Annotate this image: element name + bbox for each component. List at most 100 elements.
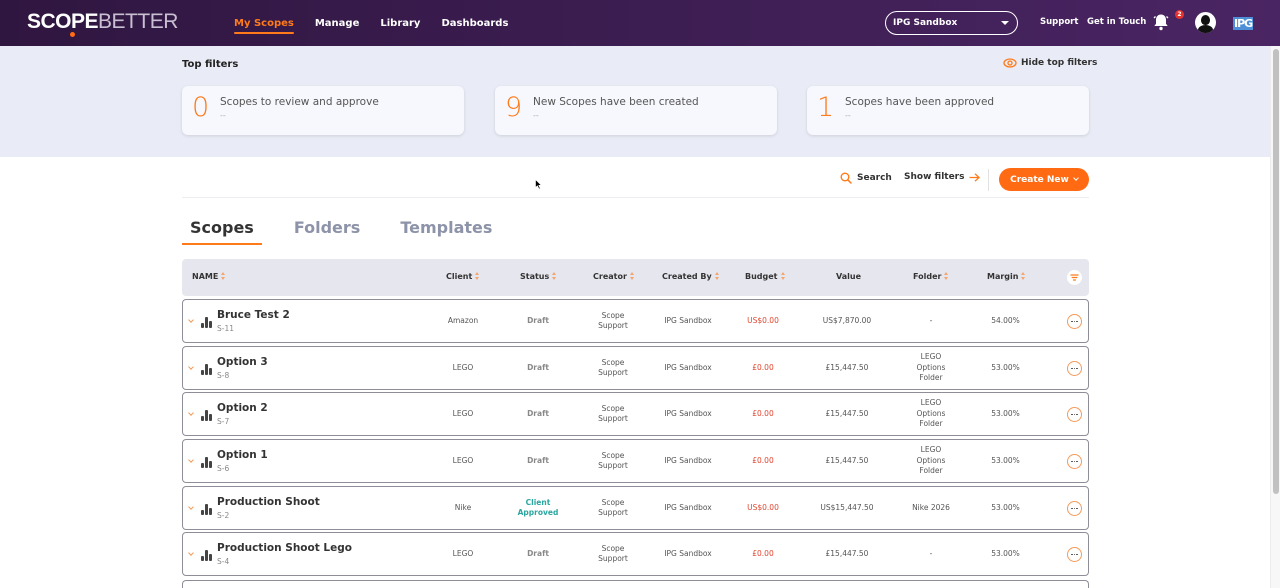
support-link[interactable]: Support	[1040, 17, 1079, 27]
created-by-cell: IPG Sandbox	[664, 315, 712, 325]
more-options-button[interactable]	[1067, 407, 1082, 422]
creator-cell: Scope Support	[598, 497, 628, 518]
creator-cell: Scope Support	[598, 310, 628, 331]
chart-bars-icon	[201, 410, 213, 421]
budget-cell: £0.00	[752, 408, 774, 418]
column-header-client[interactable]: Client	[446, 272, 480, 281]
main-nav: My Scopes Manage Library Dashboards	[234, 0, 508, 46]
expand-chevron-icon[interactable]	[188, 457, 194, 463]
sort-icon	[780, 272, 786, 280]
table-row-partial[interactable]	[182, 580, 1089, 588]
scope-name[interactable]: Production Shoot Lego	[217, 542, 352, 554]
status-badge: Client Approved	[517, 497, 559, 518]
sort-icon	[629, 272, 635, 280]
bell-icon[interactable]	[1153, 13, 1169, 31]
hide-top-filters-button[interactable]: Hide top filters	[1003, 58, 1097, 68]
more-options-button[interactable]	[1067, 361, 1082, 376]
filter-card-approved[interactable]: 1 Scopes have been approved --	[807, 86, 1089, 135]
table-row[interactable]: Option 3 S-8 LEGO Draft Scope Support IP…	[182, 346, 1089, 390]
scope-name[interactable]: Option 2	[217, 402, 268, 414]
client-cell: LEGO	[452, 548, 474, 558]
client-cell: LEGO	[452, 455, 474, 465]
scopebetter-logo[interactable]: SCOPEBETTER	[27, 10, 178, 37]
chart-bars-icon	[201, 550, 213, 561]
filter-card-review[interactable]: 0 Scopes to review and approve --	[182, 86, 464, 135]
table-row[interactable]: Option 1 S-6 LEGO Draft Scope Support IP…	[182, 439, 1089, 483]
tab-scopes[interactable]: Scopes	[182, 212, 262, 245]
creator-cell: Scope Support	[598, 543, 628, 564]
more-options-button[interactable]	[1067, 501, 1082, 516]
created-by-cell: IPG Sandbox	[664, 502, 712, 512]
ipg-brand-logo: IPG	[1233, 17, 1253, 30]
get-in-touch-link[interactable]: Get in Touch	[1087, 17, 1147, 27]
chart-bars-icon	[201, 504, 213, 515]
scope-code: S-7	[217, 417, 230, 426]
folder-cell: Nike 2026	[912, 502, 950, 512]
filter-card-new[interactable]: 9 New Scopes have been created --	[495, 86, 777, 135]
page-scrollbar[interactable]	[1270, 46, 1280, 588]
nav-manage[interactable]: Manage	[314, 17, 360, 29]
search-button[interactable]: Search	[840, 172, 892, 184]
sort-icon	[714, 272, 720, 280]
creator-cell: Scope Support	[598, 450, 628, 471]
scrollbar-thumb[interactable]	[1273, 49, 1279, 494]
scope-code: S-4	[217, 557, 230, 566]
creator-cell: Scope Support	[598, 403, 628, 424]
chart-bars-icon	[201, 364, 213, 375]
action-bar: Search Show filters Create New	[182, 165, 1089, 198]
column-header-budget[interactable]: Budget	[745, 272, 786, 281]
nav-dashboards[interactable]: Dashboards	[441, 17, 509, 29]
column-header-status[interactable]: Status	[520, 272, 557, 281]
value-cell: £15,447.50	[825, 362, 869, 372]
column-header-creator[interactable]: Creator	[593, 272, 635, 281]
create-new-button[interactable]: Create New	[999, 168, 1089, 191]
client-cell: LEGO	[452, 408, 474, 418]
column-filter-button[interactable]	[1067, 270, 1082, 285]
nav-my-scopes[interactable]: My Scopes	[234, 0, 294, 46]
scope-name[interactable]: Bruce Test 2	[217, 309, 290, 321]
expand-chevron-icon[interactable]	[188, 504, 194, 510]
filter-icon	[1070, 274, 1079, 281]
table-row[interactable]: Bruce Test 2 S-11 Amazon Draft Scope Sup…	[182, 299, 1089, 343]
value-cell: US$7,870.00	[822, 315, 872, 325]
folder-cell: -	[929, 548, 933, 558]
top-navbar: SCOPEBETTER My Scopes Manage Library Das…	[0, 0, 1280, 46]
scope-name[interactable]: Production Shoot	[217, 496, 320, 508]
nav-library[interactable]: Library	[380, 17, 421, 29]
user-avatar[interactable]	[1195, 12, 1216, 33]
organization-select[interactable]: IPG Sandbox	[885, 11, 1018, 35]
scope-name[interactable]: Option 1	[217, 449, 268, 461]
status-badge: Draft	[527, 362, 549, 372]
table-row[interactable]: Production Shoot S-2 Nike Client Approve…	[182, 486, 1089, 530]
expand-chevron-icon[interactable]	[188, 364, 194, 370]
logo-dot-icon	[70, 32, 75, 37]
sort-icon	[552, 272, 557, 280]
column-header-margin[interactable]: Margin	[987, 272, 1026, 281]
scope-code: S-8	[217, 371, 230, 380]
arrow-right-icon	[969, 172, 981, 182]
value-cell: £15,447.50	[825, 548, 869, 558]
tab-templates[interactable]: Templates	[400, 218, 493, 237]
more-options-button[interactable]	[1067, 314, 1082, 329]
mouse-cursor-icon	[535, 179, 542, 190]
scope-tabs: Scopes Folders Templates	[182, 212, 524, 245]
table-header: NAME Client Status Creator Created By Bu…	[182, 259, 1089, 296]
value-cell: £15,447.50	[825, 408, 869, 418]
more-options-button[interactable]	[1067, 547, 1082, 562]
table-row[interactable]: Option 2 S-7 LEGO Draft Scope Support IP…	[182, 392, 1089, 436]
chart-bars-icon	[201, 457, 213, 468]
column-header-name[interactable]: NAME	[192, 272, 226, 281]
column-header-folder[interactable]: Folder	[913, 272, 949, 281]
column-header-created-by[interactable]: Created By	[662, 272, 720, 281]
more-options-button[interactable]	[1067, 454, 1082, 469]
column-header-value: Value	[836, 272, 862, 281]
expand-chevron-icon[interactable]	[188, 550, 194, 556]
show-filters-button[interactable]: Show filters	[904, 172, 981, 182]
value-cell: US$15,447.50	[820, 502, 874, 512]
scope-name[interactable]: Option 3	[217, 356, 268, 368]
table-row[interactable]: Production Shoot Lego S-4 LEGO Draft Sco…	[182, 532, 1089, 576]
margin-cell: 53.00%	[991, 362, 1020, 372]
expand-chevron-icon[interactable]	[188, 410, 194, 416]
tab-folders[interactable]: Folders	[293, 218, 361, 237]
expand-chevron-icon[interactable]	[188, 317, 194, 323]
